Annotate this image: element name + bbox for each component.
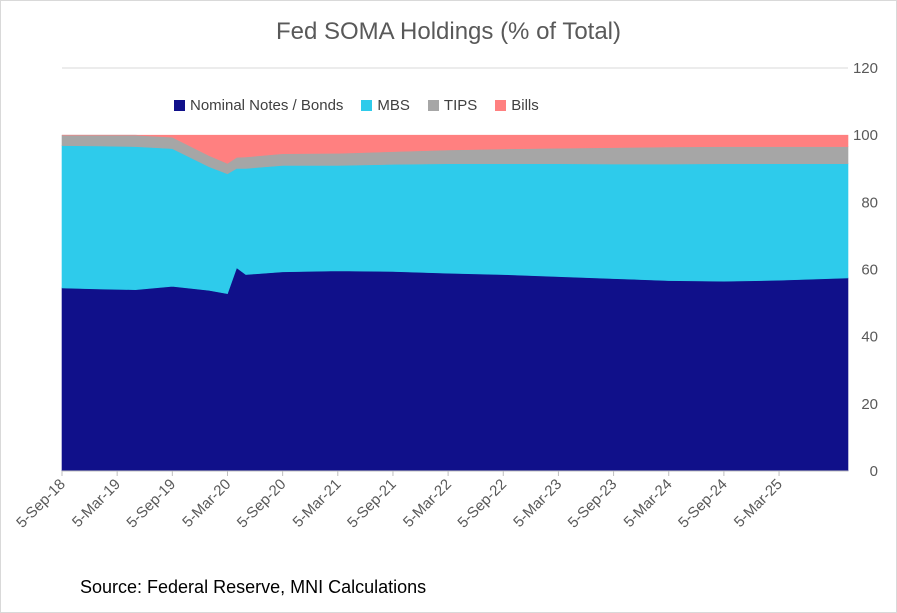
legend-swatch-mbs <box>361 100 373 111</box>
x-tick-label: 5-Mar-19 <box>69 476 124 531</box>
x-tick-label: 5-Sep-21 <box>344 476 400 532</box>
x-tick-label: 5-Sep-18 <box>13 476 69 532</box>
legend-item-tips: TIPS <box>427 97 478 114</box>
legend-label-bills: Bills <box>511 97 539 114</box>
x-tick-label: 5-Mar-24 <box>621 476 676 531</box>
y-tick-label: 60 <box>861 262 878 279</box>
x-tick-label: 5-Mar-20 <box>179 476 234 531</box>
y-tick-label: 100 <box>853 127 878 144</box>
legend-label-mbs: MBS <box>377 97 410 114</box>
y-tick-label: 20 <box>861 396 878 413</box>
area-series-bills <box>62 134 849 164</box>
legend: Nominal Notes / Bonds MBS TIPS Bills <box>174 97 557 114</box>
x-tick-label: 5-Sep-20 <box>234 476 290 532</box>
y-tick-label: 0 <box>870 463 878 480</box>
legend-swatch-tips <box>427 100 439 111</box>
x-tick-label: 5-Mar-25 <box>731 476 786 531</box>
x-tick-label: 5-Mar-22 <box>400 476 455 531</box>
legend-label-nominal: Nominal Notes / Bonds <box>190 97 344 114</box>
chart-title: Fed SOMA Holdings (% of Total) <box>275 18 622 45</box>
legend-item-mbs: MBS <box>361 97 410 114</box>
x-tick-label: 5-Sep-22 <box>454 476 510 532</box>
x-tick-label: 5-Sep-24 <box>675 476 731 532</box>
x-tick-label: 5-Mar-21 <box>290 476 345 531</box>
legend-swatch-bills <box>495 100 507 111</box>
x-tick-label: 5-Sep-23 <box>565 476 621 532</box>
y-tick-label: 120 <box>853 60 878 77</box>
area-series-mbs <box>61 145 849 295</box>
area-series-nominal-notes-bonds <box>61 267 849 472</box>
legend-swatch-nominal <box>174 100 185 111</box>
legend-item-bills: Bills <box>495 97 539 114</box>
legend-label-tips: TIPS <box>443 97 478 114</box>
y-tick-label: 40 <box>861 329 878 346</box>
y-tick-label: 80 <box>861 194 878 211</box>
x-tick-label: 5-Mar-23 <box>510 476 565 531</box>
source-note: Source: Federal Reserve, MNI Calculation… <box>80 577 427 597</box>
x-tick-label: 5-Sep-19 <box>123 476 179 532</box>
legend-item-nominal: Nominal Notes / Bonds <box>174 97 343 114</box>
